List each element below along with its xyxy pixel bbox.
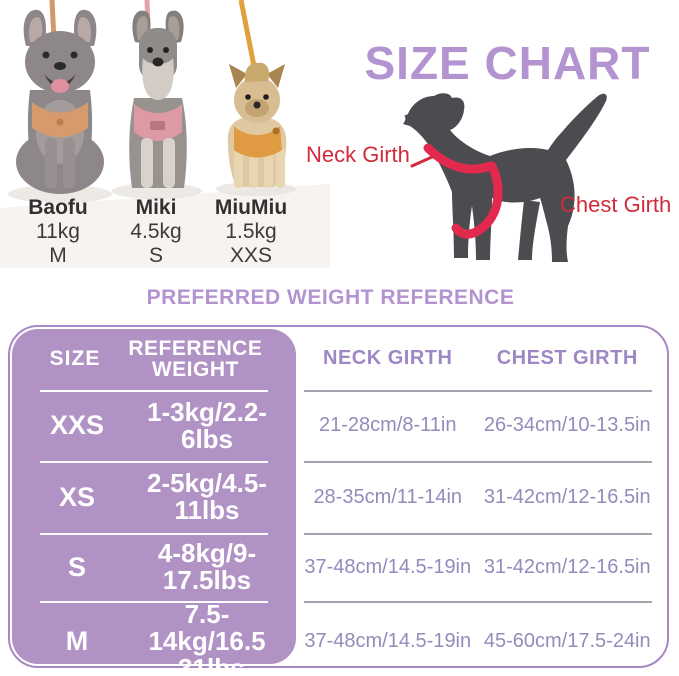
- divider: [304, 390, 652, 392]
- size-table-grid: SIZE REFERENCE WEIGHT NECK GIRTH CHEST G…: [10, 327, 667, 676]
- dogs-photo: Baofu 11kg M Miki 4.5kg S MiuMiu 1.5kg X…: [0, 0, 330, 268]
- photo-captions: Baofu 11kg M Miki 4.5kg S MiuMiu 1.5kg X…: [0, 196, 330, 268]
- table-row-s-left: S 4-8kg/9-17.5lbs: [10, 533, 298, 601]
- girth-diagram: Neck Girth Chest Girth: [300, 86, 679, 276]
- divider: [40, 390, 268, 392]
- col-header-chest-girth: CHEST GIRTH: [496, 347, 638, 369]
- col-header-size: SIZE: [49, 346, 101, 370]
- table-row-xxs-left: XXS 1-3kg/2.2-6lbs: [10, 390, 298, 461]
- chest-girth-band: [451, 161, 503, 239]
- weight-value: 7.5-14kg/16.5 -31lbs: [148, 599, 266, 676]
- dog-size: XXS: [229, 244, 273, 267]
- dog-weight: 11kg: [36, 220, 80, 243]
- header-girths: NECK GIRTH CHEST GIRTH: [298, 327, 667, 390]
- neck-girth-value: 37-48cm/14.5-19in: [304, 630, 472, 652]
- neck-girth-value: 28-35cm/11-14in: [313, 485, 463, 508]
- dog-silhouette-icon: [403, 93, 607, 262]
- dog-size: S: [148, 244, 163, 267]
- divider: [40, 533, 268, 535]
- floor: [0, 184, 330, 268]
- dog-name: Baofu: [28, 196, 88, 219]
- table-row-s-right: 37-48cm/14.5-19in 31-42cm/12-16.5in: [298, 533, 667, 601]
- chest-girth-value: 45-60cm/17.5-24in: [483, 630, 651, 652]
- table-row-xxs-right: 21-28cm/8-11in 26-34cm/10-13.5in: [298, 390, 667, 461]
- weight-value: 2-5kg/4.5-11lbs: [147, 468, 267, 525]
- col-header-neck-girth: NECK GIRTH: [323, 347, 453, 369]
- size-value: S: [67, 551, 86, 582]
- neck-girth-band: [423, 143, 495, 174]
- table-row-m-left: M 7.5-14kg/16.5 -31lbs: [10, 601, 298, 676]
- page-title: SIZE CHART: [364, 37, 651, 89]
- caption-baofu: Baofu 11kg M: [12, 196, 104, 268]
- dog-name: Miki: [135, 196, 177, 219]
- chest-girth-value: 31-42cm/12-16.5in: [483, 555, 651, 578]
- dog-name: MiuMiu: [214, 196, 288, 219]
- header-size-weight: SIZE REFERENCE WEIGHT: [10, 327, 298, 390]
- dog-baofu-icon: [16, 9, 104, 194]
- size-value: XXS: [49, 410, 105, 440]
- neck-pointer-line: [410, 155, 434, 168]
- weight-value: 1-3kg/2.2-6lbs: [147, 396, 267, 454]
- section-heading: PREFERRED WEIGHT REFERENCE: [146, 286, 515, 309]
- table-row-m-right: 37-48cm/14.5-19in 45-60cm/17.5-24in: [298, 601, 667, 676]
- neck-girth-value: 37-48cm/14.5-19in: [304, 555, 472, 578]
- neck-girth-value: 21-28cm/8-11in: [319, 414, 457, 436]
- dog-miki-icon: [129, 10, 187, 188]
- dog-weight: 4.5kg: [130, 220, 182, 243]
- neck-girth-label: Neck Girth: [306, 142, 410, 167]
- weight-value: 4-8kg/9-17.5lbs: [157, 538, 257, 595]
- size-value: M: [65, 626, 89, 656]
- chest-girth-value: 31-42cm/12-16.5in: [483, 485, 651, 508]
- col-header-reference-weight: REFERENCE WEIGHT: [128, 336, 263, 381]
- table-row-xs-right: 28-35cm/11-14in 31-42cm/12-16.5in: [298, 461, 667, 533]
- caption-miumiu: MiuMiu 1.5kg XXS: [204, 196, 298, 268]
- divider: [304, 461, 652, 463]
- divider: [304, 533, 652, 535]
- size-column-panel: [12, 329, 296, 664]
- divider: [40, 601, 268, 603]
- size-value: XS: [58, 481, 96, 512]
- caption-miki: Miki 4.5kg S: [110, 196, 202, 268]
- divider: [304, 601, 652, 603]
- dog-weight: 1.5kg: [225, 220, 277, 243]
- dogs-photo-illustration: [0, 0, 330, 268]
- size-table: SIZE REFERENCE WEIGHT NECK GIRTH CHEST G…: [8, 325, 669, 676]
- table-row-xs-left: XS 2-5kg/4.5-11lbs: [10, 461, 298, 533]
- chest-girth-value: 26-34cm/10-13.5in: [483, 414, 651, 436]
- dog-size: M: [49, 244, 67, 267]
- divider: [40, 461, 268, 463]
- chest-girth-label: Chest Girth: [560, 192, 672, 217]
- dog-miumiu-icon: [227, 62, 287, 188]
